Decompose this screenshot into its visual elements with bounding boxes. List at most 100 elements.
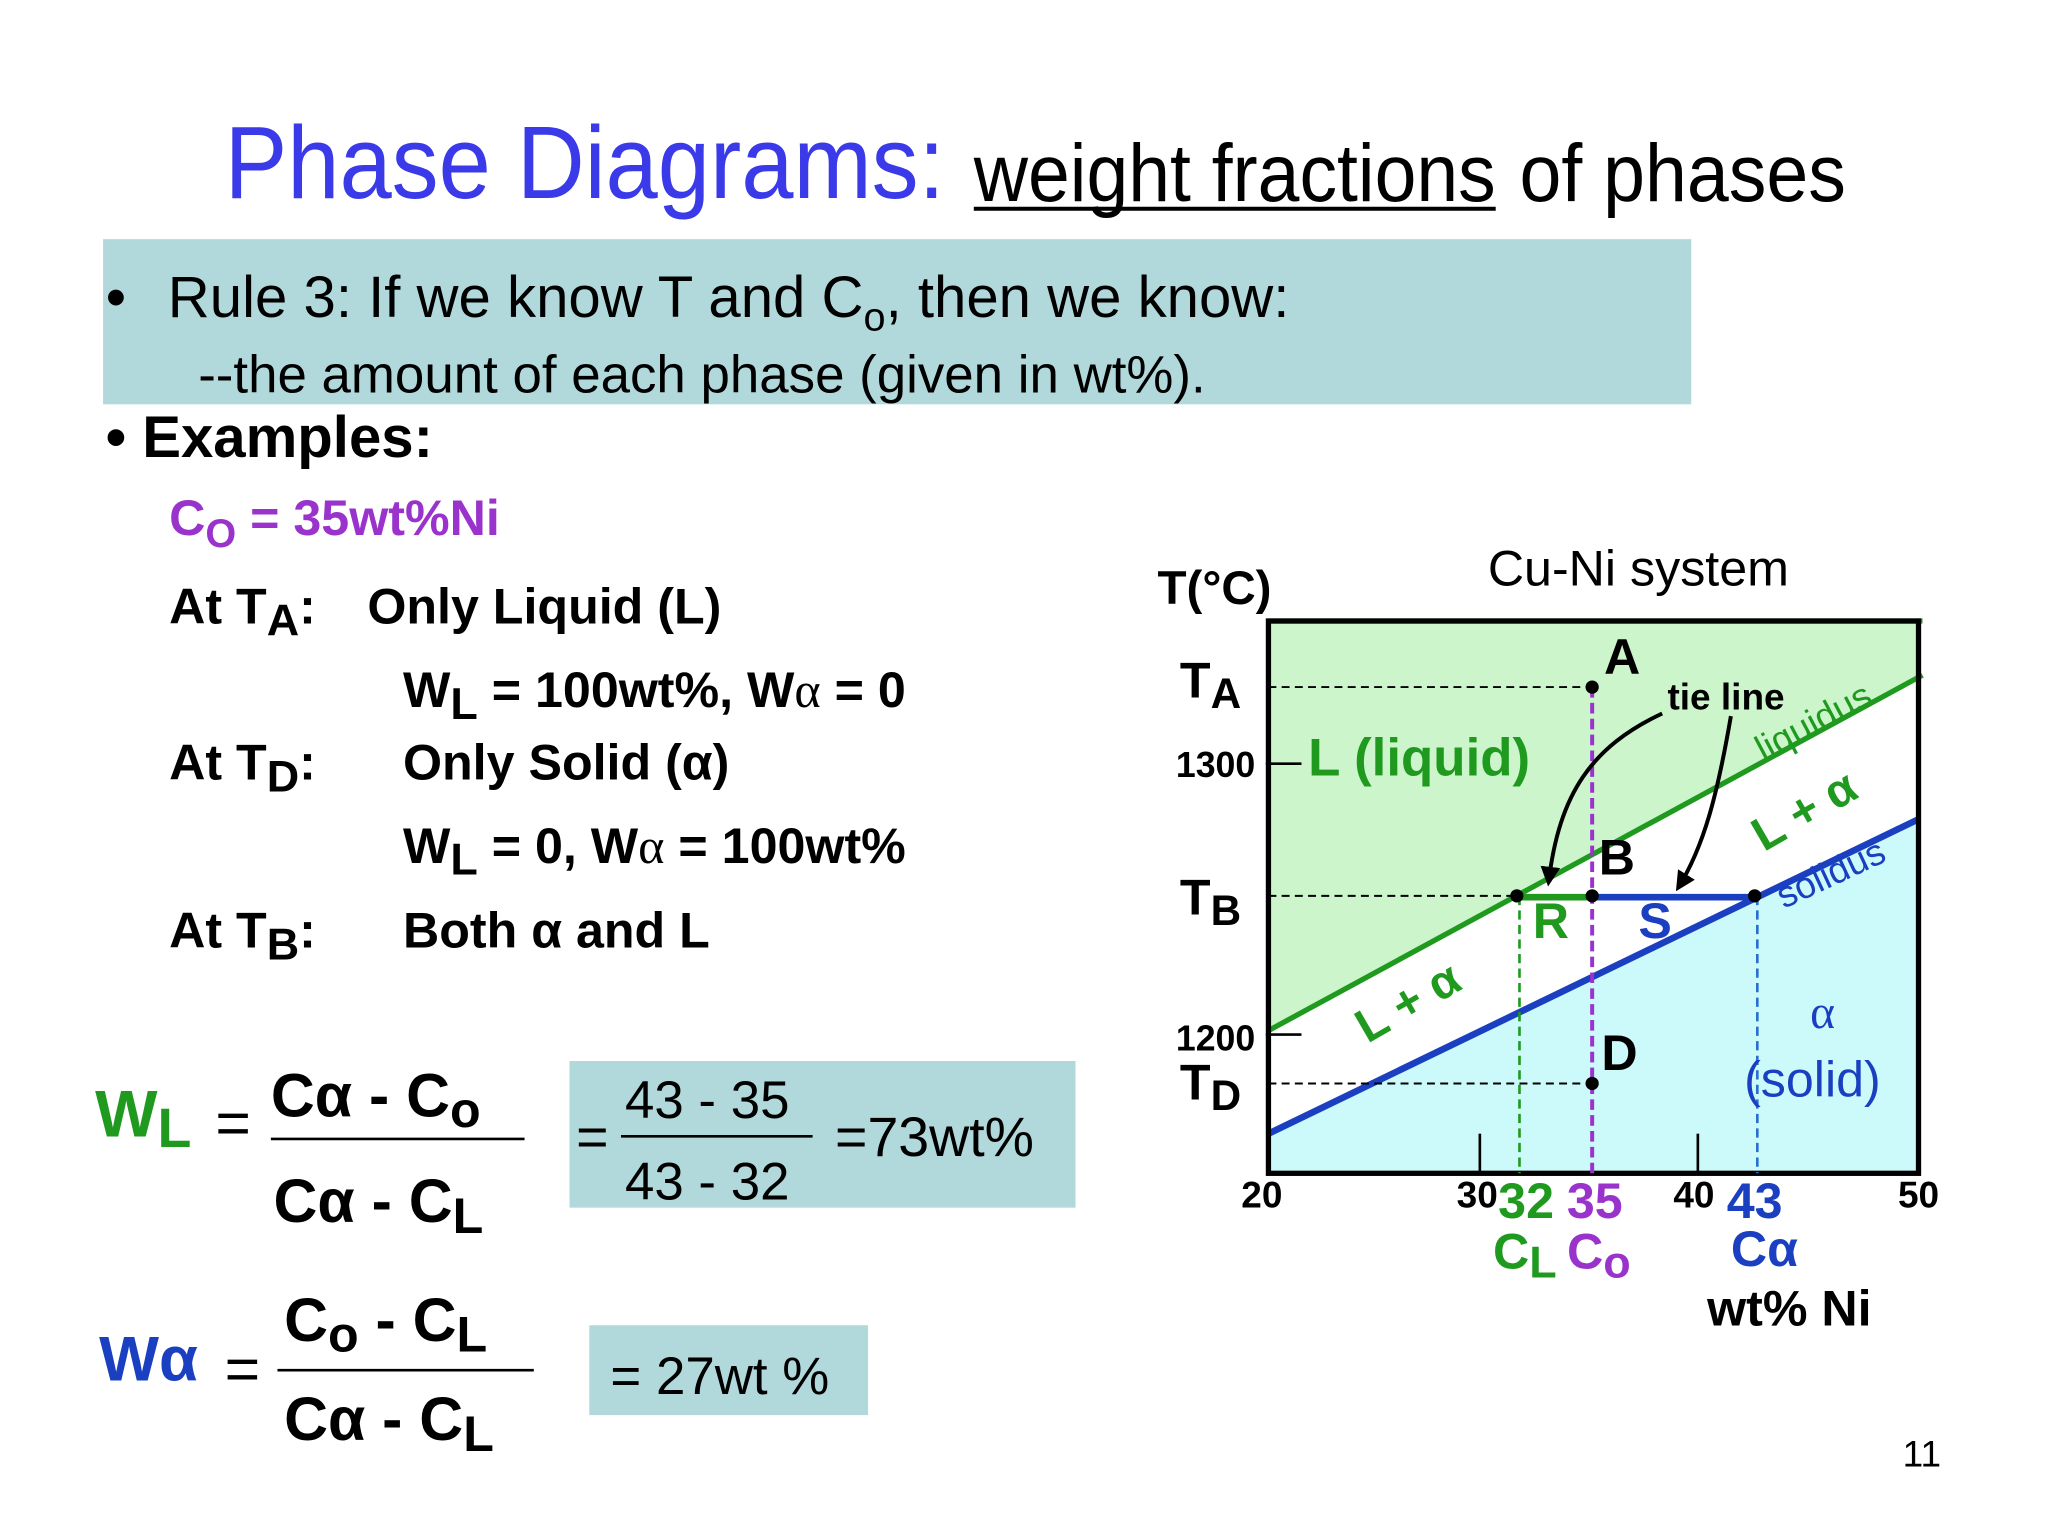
y-tick-label: 1200	[1176, 1018, 1255, 1058]
text: - C	[359, 1286, 457, 1354]
subscript: o	[450, 1082, 481, 1138]
point-label: B	[1599, 830, 1635, 886]
denominator: Cα - CL	[284, 1385, 494, 1462]
x-tick-label: 30	[1457, 1175, 1498, 1216]
fractions: WL = 0, Wα = 100wt%	[403, 818, 906, 885]
text: :	[299, 735, 316, 791]
text: C	[284, 1286, 328, 1354]
equals: =	[225, 1335, 261, 1403]
text: , then we know:	[886, 265, 1290, 330]
subscript: o	[864, 295, 886, 339]
subscript: L	[1529, 1237, 1556, 1288]
rule-line: --the amount of each phase (given in wt%…	[198, 345, 1206, 404]
x-tick-label: 20	[1241, 1175, 1282, 1216]
formula-lhs: WL	[95, 1076, 191, 1159]
subscript: L	[450, 834, 477, 885]
rule-line: Rule 3: If we know T and Co, then we kno…	[168, 265, 1290, 339]
text: At T	[169, 579, 267, 635]
text: C	[1567, 1223, 1603, 1279]
numerator: Co - CL	[284, 1286, 487, 1363]
composition-value: 35	[1567, 1173, 1623, 1229]
text: Cα - C	[274, 1167, 453, 1235]
title: Phase Diagrams:	[225, 105, 945, 220]
text: W	[403, 818, 451, 874]
page-number: 11	[1903, 1434, 1941, 1475]
points	[1510, 680, 1762, 1091]
case-desc: Both α and L	[403, 902, 710, 958]
text: Cα - C	[271, 1061, 450, 1129]
subscript: L	[453, 1188, 484, 1244]
text: :	[299, 902, 316, 958]
case-desc: Only Liquid (L)	[367, 579, 721, 635]
symbol: α	[638, 818, 664, 874]
equals: =	[576, 1106, 608, 1168]
subscript: L	[450, 678, 477, 729]
liquidus-line	[1267, 672, 1924, 1033]
subscript: A	[1211, 670, 1242, 717]
result: = 27wt %	[610, 1347, 829, 1406]
point-labels: A B D R S	[1533, 629, 1672, 1081]
case-desc: Only Solid (α)	[403, 735, 729, 791]
point-label: A	[1604, 629, 1640, 685]
case-label: At TD:	[169, 735, 316, 802]
heading: • Examples:	[106, 405, 433, 470]
composition-label: CL	[1493, 1223, 1557, 1287]
bullet: •	[106, 265, 126, 330]
text: :	[299, 579, 316, 635]
subscript: O	[205, 512, 236, 556]
point	[1510, 889, 1524, 903]
text: Rule 3: If we know T and C	[168, 265, 864, 330]
text: W	[403, 662, 451, 718]
equals: =	[215, 1089, 251, 1157]
subscript: B	[1211, 887, 1242, 934]
temp-label: TB	[1180, 869, 1241, 934]
text: C	[169, 490, 205, 546]
x-tick-label: 40	[1673, 1175, 1714, 1216]
point	[1585, 680, 1599, 694]
title-underlined: weight fractions	[973, 128, 1496, 219]
point	[1585, 1076, 1599, 1091]
x-tick-label: 50	[1898, 1175, 1939, 1216]
diagram-title: Cu-Ni system	[1488, 540, 1789, 596]
symbol: α	[794, 662, 820, 718]
subscript: B	[267, 918, 299, 969]
result-box	[589, 1325, 869, 1416]
text: = 100wt%, W	[478, 662, 795, 718]
point-label: S	[1638, 893, 1671, 949]
subscript: D	[1211, 1072, 1242, 1119]
calc-result: =73wt%	[835, 1106, 1034, 1168]
subscript: o	[1603, 1237, 1630, 1288]
text: C	[1493, 1223, 1529, 1279]
temp-label: TA	[1180, 653, 1241, 718]
numerator: Cα - Co	[271, 1061, 481, 1138]
arrow	[1675, 715, 1733, 892]
x-axis-label: wt% Ni	[1706, 1280, 1872, 1336]
calc-denominator: 43 - 32	[625, 1153, 790, 1212]
liquid-region	[1268, 621, 1919, 1031]
y-axis-label: T(°C)	[1157, 562, 1271, 615]
composition-label: Cα	[1731, 1221, 1798, 1277]
temp-label: TD	[1180, 1054, 1241, 1119]
composition-value: 43	[1727, 1173, 1783, 1229]
subscript: L	[463, 1406, 494, 1462]
text: At T	[169, 735, 267, 791]
x-tick-labels: 20 30 40 50	[1241, 1175, 1939, 1216]
fractions: WL = 100wt%, Wα = 0	[403, 662, 906, 729]
rule-box	[103, 239, 1692, 405]
text: T	[1180, 1054, 1211, 1110]
subscript: o	[328, 1307, 359, 1363]
text: = 100wt%	[664, 818, 905, 874]
case-label: At TA:	[169, 579, 316, 646]
formula-lhs: Wα	[99, 1325, 198, 1395]
cases: At TA: Only Liquid (L) WL = 100wt%, Wα =…	[169, 579, 906, 970]
calc-box	[569, 1060, 1076, 1208]
denominator: Cα - CL	[274, 1167, 484, 1244]
subscript: L	[457, 1307, 488, 1363]
composition-label: Co	[1567, 1223, 1631, 1287]
subscript: A	[267, 595, 299, 646]
text: W	[95, 1076, 158, 1150]
region-label: L (liquid)	[1308, 729, 1530, 788]
composition: CO = 35wt%Ni	[169, 490, 500, 556]
